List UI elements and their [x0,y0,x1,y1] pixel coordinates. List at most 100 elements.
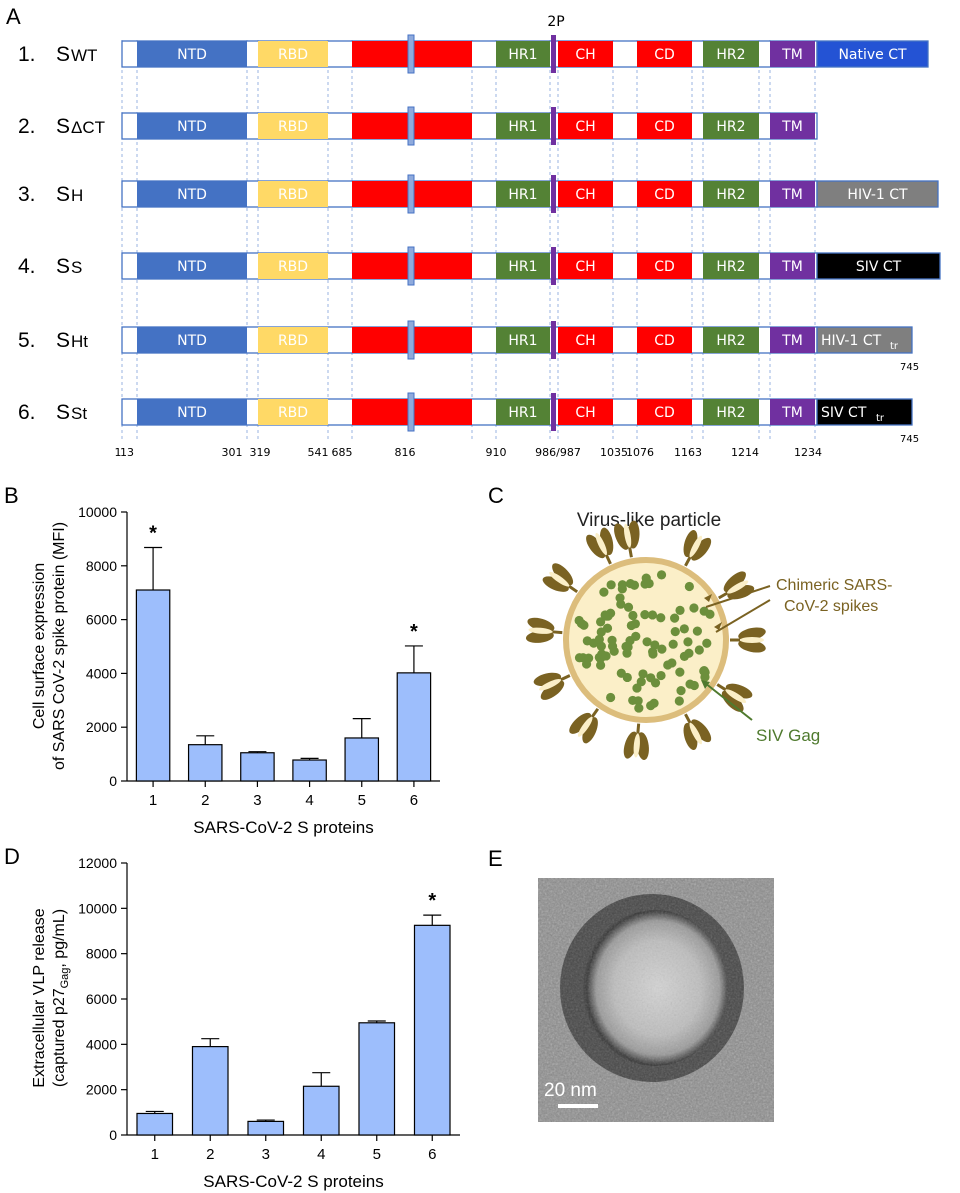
domain-box [637,253,692,279]
construct-name: S [56,401,70,424]
gag-dot [594,634,604,644]
domain-label: CD [654,405,675,421]
spike-stalk [568,584,579,594]
domain-box [558,41,613,67]
position-label: 816 [395,446,416,459]
construct-name: S [56,255,70,278]
domain-box [137,181,247,207]
domain-boundary-lines [121,40,816,440]
y-axis-title-line-1: Extracellular VLP release [31,908,48,1087]
bar [240,752,275,782]
domain-label: RBD [278,187,308,203]
y-axis-title-line-2: (captured p27Gag, pg/mL) [51,909,71,1087]
x-tick-label: 6 [410,792,418,809]
gag-dot [675,667,685,677]
gag-dot [656,613,666,623]
spike-icon [614,520,640,558]
y-tick-label: 8000 [86,946,117,962]
ct-box [816,252,941,280]
x-tick-label: 6 [428,1146,436,1163]
domain-label: NTD [177,47,207,63]
domain-label: CD [654,259,675,275]
y-tick-label: 10000 [78,504,117,520]
construct-number: 4. [18,255,36,278]
gag-dot [574,653,585,663]
spike-icon [525,617,563,643]
domain-label: TM [781,259,803,275]
gag-dot [616,599,626,609]
gag-dot [656,670,666,681]
construct-row-3: 3. S H NTD RBD HR1 CH CD HR2 TM HIV-1 CT [18,174,939,214]
spike-label-arrow-2 [715,599,771,633]
domain-label: HR1 [508,333,537,349]
s1-s2-cleavage-marker [407,106,415,146]
gag-dot [647,610,658,620]
spike-stalk [636,723,641,734]
domain-box [770,327,815,353]
construct-row-2: 2. S ΔCT NTD RBD HR1 CH CD HR2 TM [18,106,818,146]
y-tick-label: 4000 [86,1036,117,1052]
spike-lobe [540,680,565,700]
ct-box [816,326,913,354]
gag-label: SIV Gag [756,726,820,745]
gag-dot [634,703,644,713]
gag-dot [646,673,656,683]
spike-stalk [552,630,563,635]
domain-label: HR2 [716,47,745,63]
gag-dot [640,610,650,620]
domain-label: CH [575,405,595,421]
y-axis-title-part: , pg/mL) [51,909,68,968]
domain-box [558,399,613,425]
domain-label: RBD [278,119,308,135]
y-tick-label: 0 [109,773,117,789]
gag-dot [623,642,633,652]
domain-box [770,181,815,207]
construct-name-sub: S [71,258,82,277]
ct-label: HIV-1 CT [847,187,908,203]
domain-label: HR2 [716,405,745,421]
s1-s2-cleavage-marker [407,174,415,214]
spike-icon [717,571,755,600]
gag-dot [683,637,693,647]
domain-label: CD [654,47,675,63]
domain-box [703,41,759,67]
domain-box [496,253,550,279]
gag-dot [657,644,667,654]
x-axis-title: SARS-CoV-2 S proteins [203,1172,383,1191]
domain-label: TM [781,405,803,421]
spike-gap [538,679,561,691]
spike-lobe [738,627,766,641]
domain-label: CH [575,259,595,275]
y-tick-label: 2000 [86,719,117,735]
gag-dot [650,640,660,650]
spike-gap [725,689,747,704]
domain-label: HR1 [508,405,537,421]
gag-dot [689,680,699,691]
s1-s2-cleavage-marker [407,246,415,286]
position-label: 986/987 [535,446,581,459]
bar [135,589,171,782]
construct-name: S [56,329,70,352]
gag-dot [636,677,646,687]
domain-label: CD [654,119,675,135]
two-p-marker [551,175,556,213]
domain-label: HR1 [508,259,537,275]
domain-label: HR2 [716,187,745,203]
gag-dot [676,685,686,696]
gag-dot [670,627,680,637]
gag-dot [622,672,632,683]
domain-box [770,399,815,425]
domain-box [637,41,692,67]
domain-box [558,253,613,279]
position-label: 1234 [794,446,822,459]
construct-name: S [56,115,70,138]
domain-box [137,327,247,353]
gag-dot [679,624,689,634]
gag-dot [702,638,712,648]
position-label: 13 [120,446,134,459]
gag-dot [633,696,643,706]
spike-lobe [738,639,766,653]
spike-stalk [560,674,571,682]
bar [396,672,432,782]
